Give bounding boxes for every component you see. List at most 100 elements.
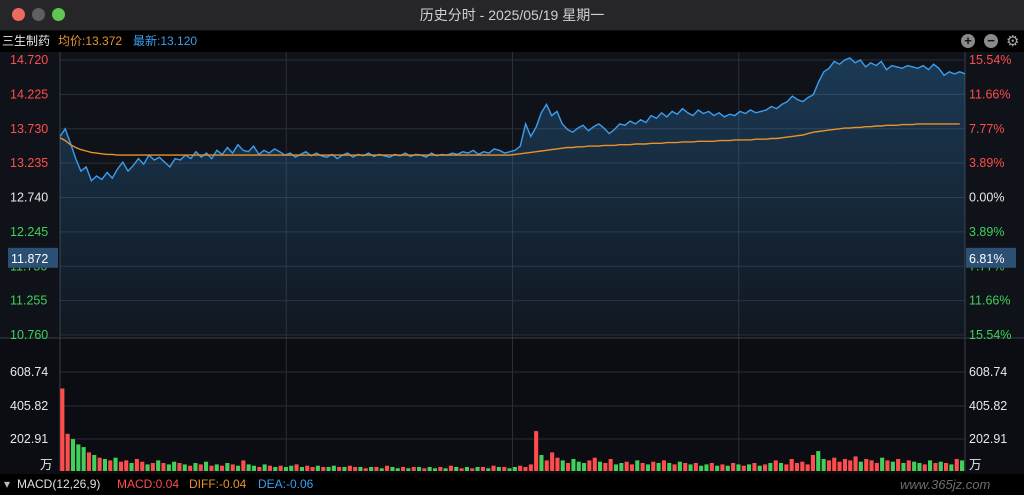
price-tick-label: 12.245 bbox=[10, 225, 48, 239]
volume-bar bbox=[534, 431, 539, 471]
volume-bar bbox=[874, 463, 879, 471]
volume-bar bbox=[582, 463, 587, 471]
volume-bar bbox=[305, 465, 310, 471]
volume-bar bbox=[102, 459, 107, 471]
volume-bar bbox=[193, 463, 198, 471]
volume-bar bbox=[411, 467, 416, 471]
volume-tick-label: 405.82 bbox=[10, 399, 48, 413]
volume-bar bbox=[523, 467, 528, 471]
average-price-line bbox=[59, 123, 960, 156]
volume-bar bbox=[848, 460, 853, 471]
watermark: www.365jz.com bbox=[900, 477, 991, 492]
volume-tick-label: 202.91 bbox=[10, 432, 48, 446]
volume-bar bbox=[496, 467, 501, 471]
volume-bar bbox=[140, 461, 145, 471]
volume-bar bbox=[587, 460, 592, 471]
volume-bar bbox=[145, 464, 150, 471]
volume-bar bbox=[912, 461, 917, 471]
volume-bar bbox=[917, 463, 922, 471]
volume-bar bbox=[507, 468, 512, 471]
percent-tick-label: 15.54% bbox=[969, 328, 1011, 342]
volume-bar bbox=[683, 463, 688, 471]
volume-bar bbox=[161, 463, 166, 471]
volume-bar bbox=[283, 467, 288, 471]
minimize-window-button[interactable] bbox=[32, 8, 45, 21]
volume-bar bbox=[331, 465, 336, 471]
volume-bar bbox=[619, 463, 624, 471]
volume-bar bbox=[922, 464, 927, 471]
volume-bar bbox=[784, 464, 789, 471]
volume-bar bbox=[379, 468, 384, 471]
volume-bar bbox=[954, 459, 959, 471]
cursor-price-box bbox=[8, 247, 58, 268]
volume-bar bbox=[464, 467, 469, 471]
zoom-out-button[interactable]: − bbox=[984, 34, 998, 48]
volume-bar bbox=[901, 463, 906, 471]
volume-bar bbox=[406, 468, 411, 471]
volume-bar bbox=[70, 439, 75, 471]
average-price-label: 均价:13.372 bbox=[58, 34, 123, 48]
volume-bar bbox=[725, 465, 730, 471]
volume-bar bbox=[763, 464, 768, 471]
volume-bar bbox=[837, 461, 842, 471]
zoom-in-button[interactable]: + bbox=[961, 34, 975, 48]
volume-bar bbox=[890, 461, 895, 471]
volume-bar bbox=[337, 467, 342, 471]
volume-bar bbox=[629, 464, 634, 471]
expand-indicator-icon[interactable]: ▾ bbox=[4, 477, 11, 491]
volume-bar bbox=[113, 457, 118, 471]
volume-bar bbox=[267, 465, 272, 471]
volume-bar bbox=[810, 455, 815, 471]
volume-bar bbox=[821, 459, 826, 471]
dea-value: DEA:-0.06 bbox=[258, 477, 314, 491]
volume-bar bbox=[182, 464, 187, 471]
volume-bar bbox=[369, 467, 374, 471]
volume-bar bbox=[672, 464, 677, 471]
latest-price-label: 最新:13.120 bbox=[133, 34, 198, 48]
volume-bar bbox=[885, 460, 890, 471]
volume-bar bbox=[480, 467, 485, 471]
volume-bar bbox=[880, 457, 885, 471]
volume-bar bbox=[230, 464, 235, 471]
volume-bar bbox=[278, 465, 283, 471]
volume-unit-label-right: 万 bbox=[969, 458, 982, 472]
volume-bar bbox=[651, 461, 656, 471]
volume-bar bbox=[262, 464, 267, 471]
volume-bar bbox=[571, 459, 576, 471]
volume-bar bbox=[800, 461, 805, 471]
volume-bar bbox=[108, 460, 113, 471]
volume-bar bbox=[390, 467, 395, 471]
percent-tick-label: 0.00% bbox=[969, 191, 1004, 205]
volume-bar bbox=[794, 463, 799, 471]
volume-bar bbox=[172, 461, 177, 471]
volume-bar bbox=[661, 460, 666, 471]
volume-bar bbox=[598, 461, 603, 471]
volume-bar bbox=[933, 463, 938, 471]
volume-bar bbox=[76, 444, 81, 471]
volume-bar bbox=[454, 467, 459, 471]
volume-bar bbox=[826, 460, 831, 471]
volume-bar bbox=[842, 459, 847, 471]
volume-bar bbox=[294, 464, 299, 471]
volume-bar bbox=[757, 465, 762, 471]
percent-tick-label: 11.66% bbox=[969, 294, 1010, 308]
volume-bar bbox=[134, 459, 139, 471]
volume-bar bbox=[395, 468, 400, 471]
indicator-name[interactable]: MACD(12,26,9) bbox=[17, 477, 101, 491]
maximize-window-button[interactable] bbox=[52, 8, 65, 21]
cursor-percent-box bbox=[966, 247, 1016, 268]
volume-bar bbox=[448, 465, 453, 471]
volume-bar bbox=[550, 452, 555, 471]
volume-bar bbox=[289, 465, 294, 471]
gear-icon[interactable]: ⚙ bbox=[1006, 33, 1020, 50]
volume-bar bbox=[118, 461, 123, 471]
close-window-button[interactable] bbox=[12, 8, 25, 21]
volume-bar bbox=[422, 468, 427, 471]
volume-bar bbox=[938, 461, 943, 471]
volume-bar bbox=[81, 447, 86, 471]
volume-bar bbox=[555, 457, 560, 471]
volume-bar bbox=[704, 464, 709, 471]
volume-tick-label-right: 608.74 bbox=[969, 365, 1007, 379]
volume-bar bbox=[853, 456, 858, 471]
